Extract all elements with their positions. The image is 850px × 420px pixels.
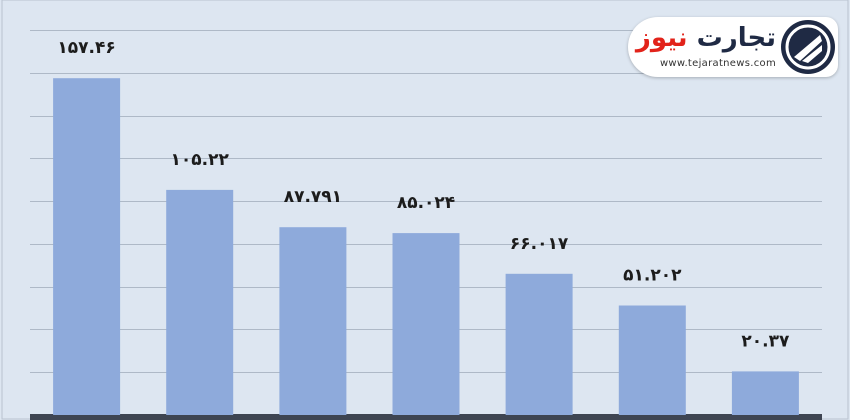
logo-url: www.tejaratnews.com <box>659 58 776 69</box>
bar-4 <box>392 233 460 415</box>
data-label-2: ۱۰۵.۲۲ <box>171 150 230 170</box>
logo-wordmark: تجارت نیوز <box>635 23 776 53</box>
data-label-7: ۲۰.۳۷ <box>741 331 790 351</box>
tejarat-news-logo-icon <box>781 20 835 74</box>
data-label-6: ۵۱.۲۰۲ <box>623 266 682 286</box>
bar-6 <box>618 305 686 415</box>
bar-3 <box>279 227 347 415</box>
bar-5 <box>505 273 573 415</box>
data-label-3: ۸۷.۷۹۱ <box>284 187 342 207</box>
bar-2 <box>166 189 234 415</box>
data-label-4: ۸۵.۰۲۴ <box>397 193 455 213</box>
data-label-1: ۱۵۷.۴۶ <box>57 38 115 58</box>
tejarat-news-logo: تجارت نیوز www.tejaratnews.com <box>628 17 838 77</box>
bar-7 <box>731 371 799 415</box>
x-axis-baseline <box>30 414 822 420</box>
bar-1 <box>53 78 121 415</box>
data-label-5: ۶۶.۰۱۷ <box>510 234 569 254</box>
